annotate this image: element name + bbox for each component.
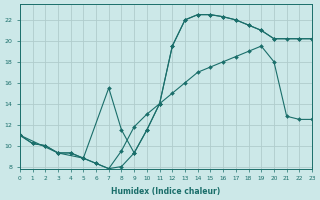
X-axis label: Humidex (Indice chaleur): Humidex (Indice chaleur): [111, 187, 220, 196]
